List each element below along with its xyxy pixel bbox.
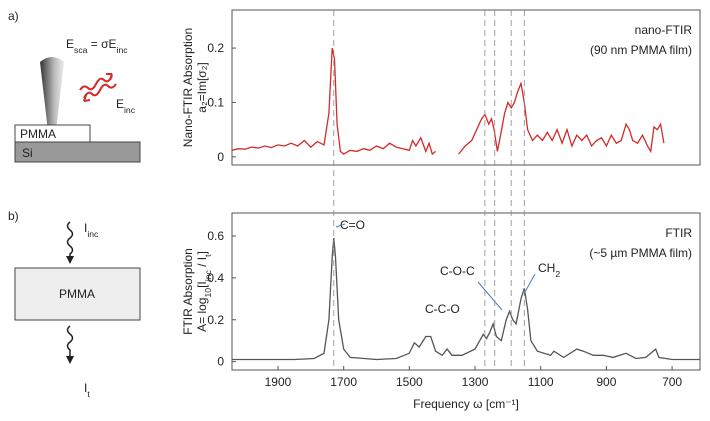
y-axis-label-part: FTIR Absorption	[181, 248, 195, 335]
incident-wave	[66, 221, 74, 262]
peak-label: CH2	[538, 261, 560, 279]
spectrum-line	[232, 238, 700, 361]
y-axis-label: Nano-FTIR Absorption	[181, 28, 195, 147]
y-tick-label: 0.2	[207, 41, 224, 55]
substrate-label: Si	[22, 146, 33, 160]
scattered-wave	[79, 75, 113, 91]
peak-leader	[335, 223, 346, 228]
peak-leader	[524, 273, 536, 293]
transmitted-intensity-label: It	[84, 381, 90, 399]
si-substrate	[14, 141, 141, 163]
scattered-field-label: Esca = σEinc	[66, 37, 128, 55]
peak-label-part: 2	[555, 269, 560, 279]
y-axis-label: FTIR Absorption	[181, 248, 195, 335]
y-axis-label-part: / I	[195, 257, 209, 270]
incident-field-label-part: E	[116, 97, 124, 111]
incident-intensity-label-part: I	[84, 221, 87, 235]
x-tick-label: 700	[662, 375, 682, 389]
x-tick-label: 1300	[462, 375, 489, 389]
y-tick-label: 0	[217, 150, 224, 164]
film-label: PMMA	[59, 287, 95, 301]
y-tick-label: 0.4	[207, 271, 224, 285]
scattered-field-label-part: inc	[117, 45, 129, 55]
panel-label: b)	[8, 209, 19, 223]
y-axis-label: A= log10[Iinc / It]	[195, 251, 213, 332]
scattered-field-label-part: sca	[74, 45, 88, 55]
y-axis-label-part: ]	[195, 251, 209, 254]
x-tick-label: 1900	[265, 375, 292, 389]
y-tick-label: 0.1	[207, 95, 224, 109]
incident-intensity-label: Iinc	[84, 221, 99, 239]
y-axis-label-part: Nano-FTIR Absorption	[181, 28, 195, 147]
arrow-head	[66, 256, 74, 264]
peak-label-part: C-O-C	[440, 264, 475, 278]
x-axis-label: Frequency ω [cm⁻¹]	[413, 397, 519, 411]
x-tick-label: 1100	[528, 375, 554, 389]
y-axis-label: a₂=Im[σ₂]	[195, 62, 209, 112]
series-note: (90 nm PMMA film)	[590, 43, 692, 57]
x-tick-label: 1700	[330, 375, 357, 389]
peak-label-part: CH	[538, 261, 555, 275]
pmma-slab	[14, 267, 141, 321]
afm-tip	[40, 57, 64, 144]
peak-leader	[477, 281, 503, 311]
y-axis-label-part: 10	[203, 288, 213, 298]
x-tick-label: 900	[596, 375, 616, 389]
transmitted-intensity-label-part: t	[87, 389, 90, 399]
y-axis-label-part: [I	[195, 281, 209, 288]
peak-label: C-C-O	[425, 302, 460, 316]
arrow-head	[66, 356, 74, 364]
x-tick-label: 1500	[396, 375, 423, 389]
transmitted-wave	[66, 325, 74, 362]
incident-wave	[83, 83, 117, 99]
y-axis-label-part: a₂=Im[σ₂]	[195, 62, 209, 112]
arrow-head	[106, 73, 113, 81]
series-label: FTIR	[665, 226, 692, 240]
y-tick-label: 0	[217, 355, 224, 369]
series-label: nano-FTIR	[635, 23, 693, 37]
series-note: (~5 µm PMMA film)	[589, 246, 692, 260]
y-axis-label-part: t	[203, 254, 213, 257]
plot-frame	[231, 212, 701, 371]
peak-label: C=O	[340, 218, 365, 232]
incident-field-label-part: inc	[124, 105, 136, 115]
peak-label-part: C=O	[340, 218, 365, 232]
incident-intensity-label-part: inc	[87, 229, 99, 239]
arrow-head	[83, 94, 91, 102]
peak-label-part: C-C-O	[425, 302, 460, 316]
plot-frame	[231, 9, 701, 166]
transmitted-intensity-label-part: I	[84, 381, 87, 395]
y-tick-label: 0.2	[207, 313, 224, 327]
film-label: PMMA	[20, 127, 56, 141]
y-axis-label-part: inc	[203, 270, 213, 282]
spectrum-line	[231, 47, 665, 156]
incident-field-label: Einc	[116, 97, 136, 115]
scattered-field-label-part: = σE	[87, 37, 116, 51]
y-axis-label-part: A= log	[195, 298, 209, 332]
y-tick-label: 0.6	[207, 229, 224, 243]
scattered-field-label-part: E	[66, 37, 74, 51]
panel-label: a)	[8, 9, 19, 23]
peak-label: C-O-C	[440, 264, 475, 278]
